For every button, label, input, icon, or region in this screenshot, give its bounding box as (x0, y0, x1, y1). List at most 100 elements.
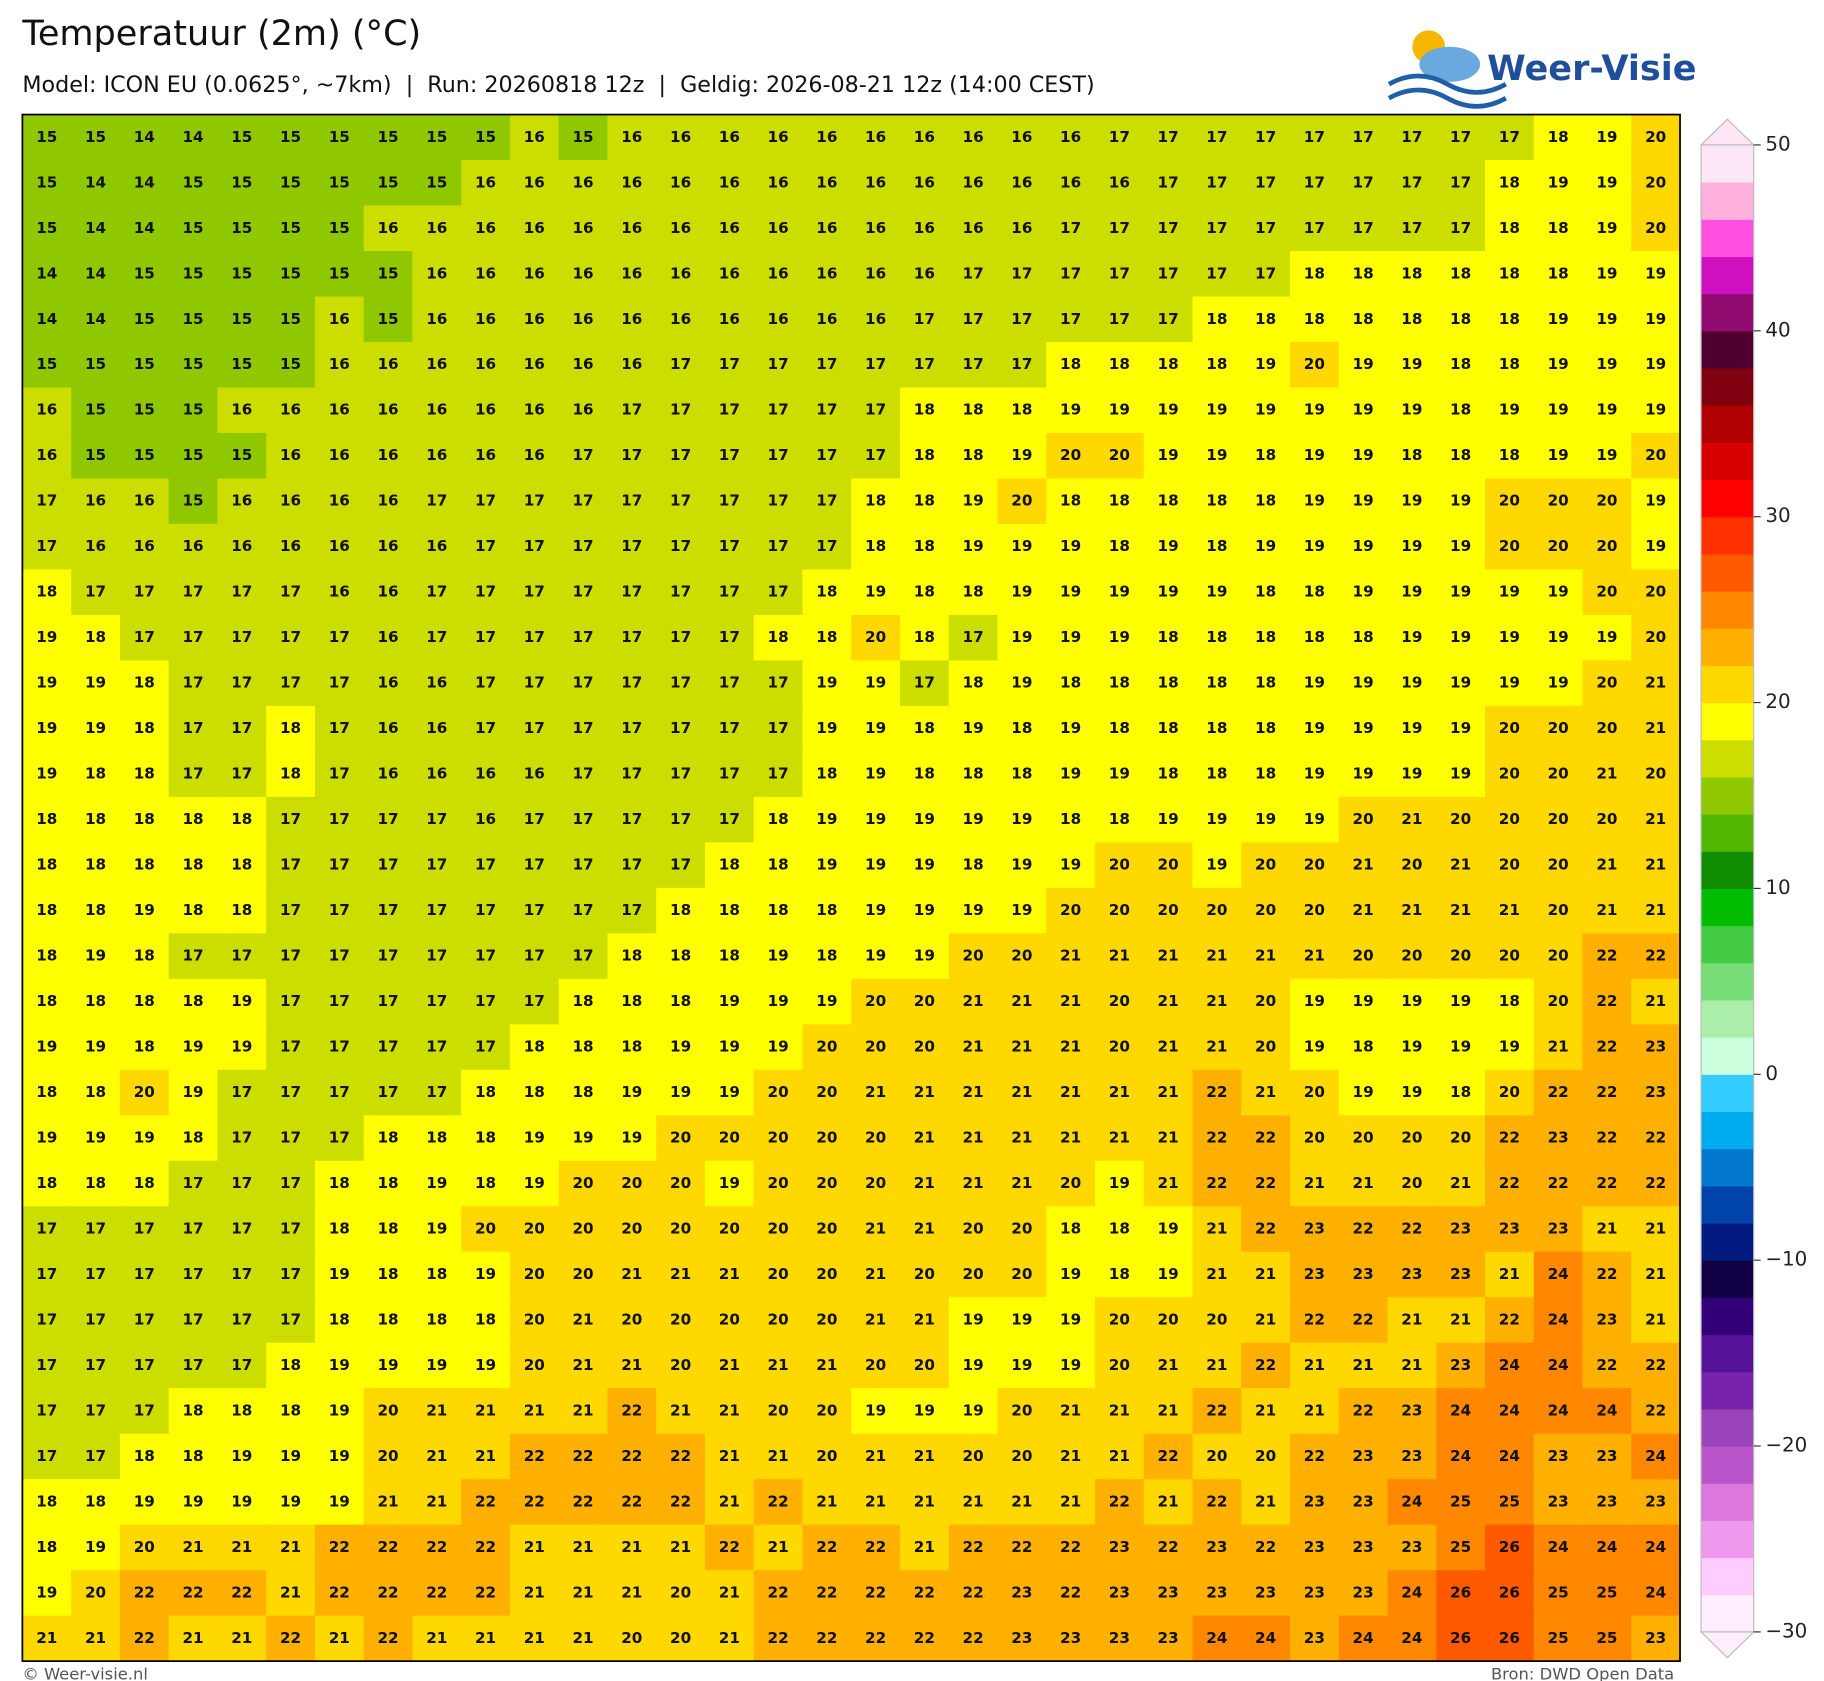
temperature-cell (266, 1433, 316, 1480)
temperature-label: 17 (572, 537, 593, 555)
temperature-cell (1094, 205, 1145, 252)
temperature-label: 17 (85, 583, 106, 601)
temperature-label: 17 (670, 810, 691, 828)
temperature-label: 16 (329, 310, 350, 328)
temperature-cell (71, 1024, 121, 1071)
temperature-label: 17 (426, 856, 447, 874)
temperature-cell (266, 1206, 316, 1253)
temperature-cell (753, 1479, 804, 1526)
temperature-label: 17 (426, 492, 447, 510)
temperature-cell (1582, 114, 1632, 161)
temperature-label: 19 (963, 537, 984, 555)
temperature-cell (412, 205, 462, 252)
temperature-label: 19 (1353, 719, 1374, 737)
temperature-cell (1143, 705, 1194, 753)
temperature-label: 21 (426, 1447, 447, 1465)
temperature-label: 21 (963, 1038, 984, 1056)
temperature-label: 17 (134, 583, 155, 601)
temperature-label: 18 (134, 765, 155, 783)
temperature-label: 19 (1158, 446, 1179, 464)
temperature-cell (1338, 523, 1389, 571)
temperature-cell (704, 160, 755, 207)
temperature-cell (266, 1160, 316, 1207)
colorbar-band (1701, 1037, 1754, 1075)
temperature-label: 21 (524, 1629, 545, 1647)
temperature-cell (1533, 1024, 1584, 1071)
temperature-cell (1485, 160, 1535, 207)
temperature-label: 18 (280, 719, 301, 737)
temperature-label: 16 (1060, 173, 1081, 191)
temperature-label: 19 (1109, 1174, 1130, 1192)
temperature-cell (851, 205, 901, 252)
temperature-cell (997, 478, 1047, 525)
temperature-label: 17 (1158, 219, 1179, 237)
temperature-cell (314, 1524, 365, 1571)
temperature-cell (119, 1069, 170, 1116)
temperature-label: 16 (1011, 128, 1032, 146)
temperature-cell (997, 1160, 1047, 1207)
temperature-cell (1192, 1524, 1242, 1571)
temperature-cell (997, 705, 1047, 753)
temperature-cell (1192, 1297, 1242, 1344)
temperature-label: 22 (475, 1538, 496, 1556)
temperature-cell (802, 842, 852, 889)
temperature-cell (851, 660, 901, 707)
temperature-cell (1485, 796, 1535, 844)
temperature-label: 16 (719, 219, 740, 237)
temperature-label: 22 (1255, 1129, 1276, 1147)
temperature-cell (168, 660, 219, 707)
temperature-cell (558, 933, 609, 980)
temperature-cell (1192, 1115, 1242, 1162)
temperature-cell (119, 1479, 170, 1526)
temperature-cell (168, 523, 219, 571)
temperature-cell (1436, 478, 1486, 525)
temperature-label: 22 (768, 1583, 789, 1601)
colorbar-band (1701, 665, 1754, 704)
temperature-label: 18 (329, 1310, 350, 1328)
temperature-cell (1387, 751, 1437, 798)
temperature-label: 21 (865, 1492, 886, 1510)
temperature-label: 17 (524, 856, 545, 874)
temperature-cell (1485, 114, 1535, 161)
temperature-label: 18 (1499, 355, 1520, 373)
temperature-cell (558, 660, 609, 707)
temperature-label: 17 (182, 1174, 203, 1192)
temperature-cell (656, 796, 706, 844)
temperature-cell (1533, 1160, 1584, 1207)
temperature-label: 23 (1206, 1583, 1227, 1601)
temperature-label: 20 (1596, 583, 1617, 601)
temperature-label: 22 (1645, 1174, 1666, 1192)
temperature-cell (1631, 251, 1681, 298)
temperature-label: 16 (816, 310, 837, 328)
temperature-label: 22 (134, 1629, 155, 1647)
temperature-cell (314, 1388, 365, 1435)
temperature-cell (1046, 1206, 1096, 1253)
temperature-label: 16 (768, 219, 789, 237)
temperature-cell (1289, 1388, 1340, 1435)
temperature-cell (1143, 1479, 1194, 1526)
temperature-label: 19 (182, 1083, 203, 1101)
temperature-cell (1485, 478, 1535, 525)
temperature-cell (1338, 341, 1389, 389)
temperature-label: 17 (36, 1265, 57, 1283)
temperature-label: 22 (1596, 1174, 1617, 1192)
temperature-label: 19 (1645, 401, 1666, 419)
temperature-label: 21 (524, 1538, 545, 1556)
temperature-label: 17 (768, 674, 789, 692)
temperature-label: 16 (231, 401, 252, 419)
temperature-label: 24 (1499, 1447, 1520, 1465)
temperature-cell (1582, 1206, 1632, 1253)
temperature-label: 21 (1158, 1083, 1179, 1101)
temperature-cell (22, 569, 72, 616)
temperature-cell (509, 205, 560, 252)
temperature-cell (1533, 251, 1584, 298)
temperature-cell (1094, 614, 1145, 662)
temperature-cell (1241, 1615, 1291, 1662)
temperature-cell (1631, 296, 1681, 343)
temperature-label: 21 (426, 1629, 447, 1647)
temperature-cell (168, 432, 219, 480)
temperature-cell (1094, 251, 1145, 298)
temperature-label: 19 (1304, 674, 1325, 692)
temperature-label: 16 (85, 537, 106, 555)
temperature-label: 20 (621, 1629, 642, 1647)
